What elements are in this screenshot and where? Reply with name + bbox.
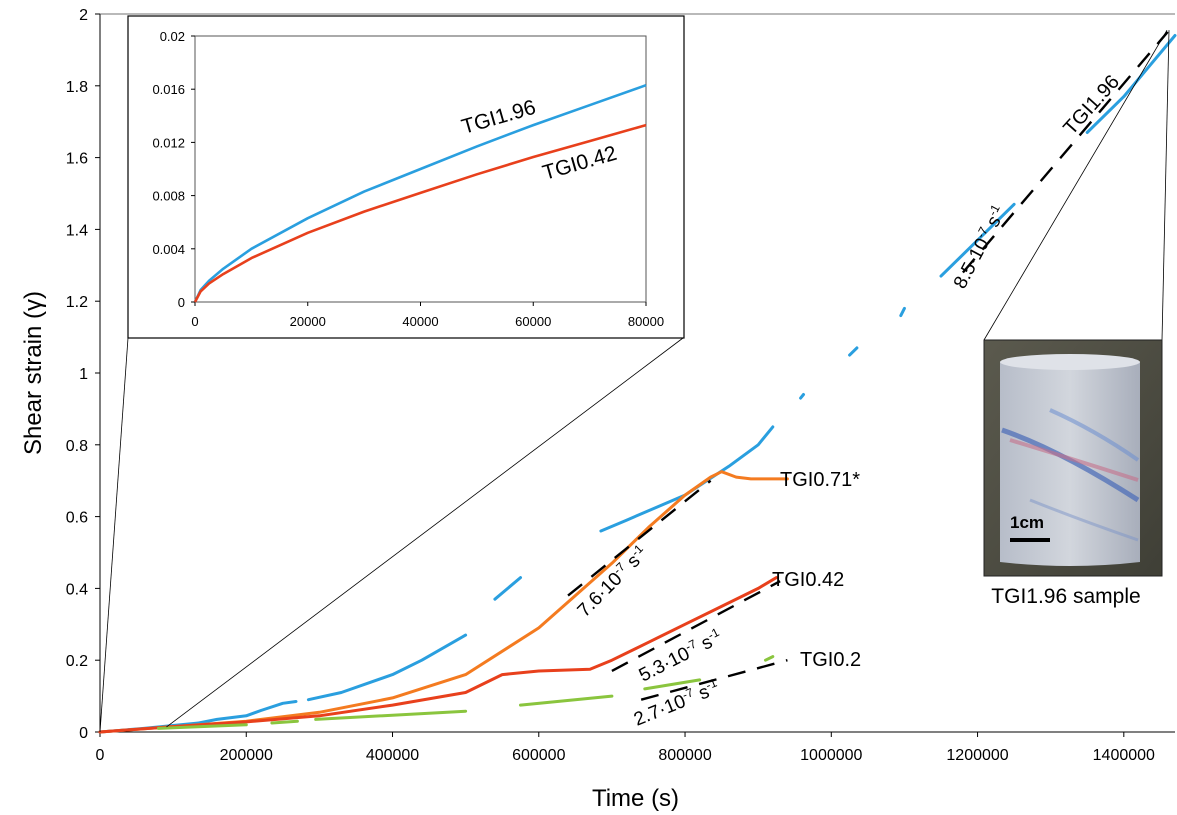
x-tick-label: 1200000 — [946, 747, 1008, 764]
rate-fit-line — [567, 479, 712, 597]
y-tick-label: 1.8 — [66, 79, 88, 96]
photo-zoom-connector — [1161, 30, 1170, 341]
inset-zoom-connector — [99, 337, 129, 733]
series-tgi0-2-segment — [764, 655, 775, 662]
series-tgi0-2-segment — [270, 719, 299, 725]
inset-x-tick-label: 60000 — [515, 314, 551, 329]
sample-top — [1000, 354, 1140, 370]
series-label-tgi0-2: TGI0.2 — [800, 649, 861, 671]
rate-fit-line — [640, 659, 788, 701]
series-tgi1-96-segment — [493, 576, 522, 601]
inset-x-tick-label: 20000 — [290, 314, 326, 329]
sample-band — [1049, 408, 1140, 462]
x-tick-label: 1000000 — [800, 747, 862, 764]
inset-y-tick-label: 0.02 — [160, 29, 185, 44]
series-tgi0-2-segment — [519, 694, 614, 707]
rate-fit-line — [962, 31, 1169, 274]
series-tgi0-2-segment — [157, 723, 248, 730]
x-tick-label: 0 — [96, 747, 105, 764]
inset-zoom-connector — [166, 337, 684, 728]
inset-chart: 0 0.004 0.008 0.012 0.016 0.02 0 20000 40000 6000… — [127, 15, 685, 339]
x-tick-label: 1400000 — [1093, 747, 1155, 764]
series-tgi0-42-segment — [98, 576, 778, 734]
inset-x-tick-label: 0 — [191, 314, 198, 329]
photo-caption: TGI1.96 sample — [991, 585, 1141, 608]
inset-frame — [127, 15, 685, 339]
rate-fit-line — [611, 580, 781, 673]
inset-y-tick-label: 0.016 — [152, 82, 185, 97]
inset-x-tick-label: 40000 — [402, 314, 438, 329]
y-tick-label: 0.2 — [66, 653, 88, 670]
x-tick-label: 200000 — [220, 747, 273, 764]
series-tgi0-2-segment — [314, 709, 468, 721]
y-tick-label: 0.8 — [66, 438, 88, 455]
sample-band — [1029, 498, 1139, 542]
x-tick-label: 600000 — [512, 747, 565, 764]
series-tgi1-96-segment — [848, 346, 859, 357]
series-tgi0-71-segment — [98, 470, 789, 734]
series-tgi1-96-segment — [899, 306, 906, 318]
y-tick-label: 1.6 — [66, 151, 88, 168]
inset-y-tick-label: 0.008 — [152, 189, 185, 204]
x-tick-label: 400000 — [366, 747, 419, 764]
y-tick-label: 2 — [79, 7, 88, 24]
series-label-tgi0-71: TGI0.71* — [780, 469, 860, 491]
series-tgi0-2-segment — [643, 678, 702, 691]
inset-y-tick-label: 0.012 — [152, 135, 185, 150]
inset-y-tick-label: 0 — [178, 295, 185, 310]
sample-photo: 1cm — [983, 339, 1163, 577]
series-tgi1-96-segment — [799, 393, 805, 400]
inset-y-tick-label: 0.004 — [152, 242, 185, 257]
y-axis-title: Shear strain (γ) — [20, 291, 47, 455]
scale-bar — [1010, 538, 1050, 542]
x-axis-title: Time (s) — [592, 785, 679, 812]
series-tgi1-96-segment — [306, 633, 468, 702]
series-tgi1-96-segment — [939, 202, 1016, 278]
y-tick-label: 0.4 — [66, 581, 88, 598]
y-tick-label: 0 — [79, 725, 88, 742]
x-tick-label: 800000 — [658, 747, 711, 764]
y-tick-label: 1.2 — [66, 294, 88, 311]
series-tgi1-96-segment — [197, 700, 298, 725]
photo-zoom-connector — [983, 29, 1168, 341]
sample-band — [1009, 438, 1139, 482]
inset-series-tgi0-42 — [193, 123, 647, 303]
rate-label: 7.6·10-7 s-1 — [572, 541, 652, 621]
series-tgi1-96-segment — [1085, 34, 1177, 134]
y-tick-label: 1.4 — [66, 222, 88, 239]
scale-bar-label: 1cm — [1010, 513, 1044, 532]
y-tick-label: 1 — [79, 366, 88, 383]
inset-series-tgi1-96 — [193, 83, 647, 303]
inset-x-tick-label: 80000 — [628, 314, 664, 329]
y-tick-label: 0.6 — [66, 510, 88, 527]
series-label-tgi0-42: TGI0.42 — [772, 569, 844, 591]
